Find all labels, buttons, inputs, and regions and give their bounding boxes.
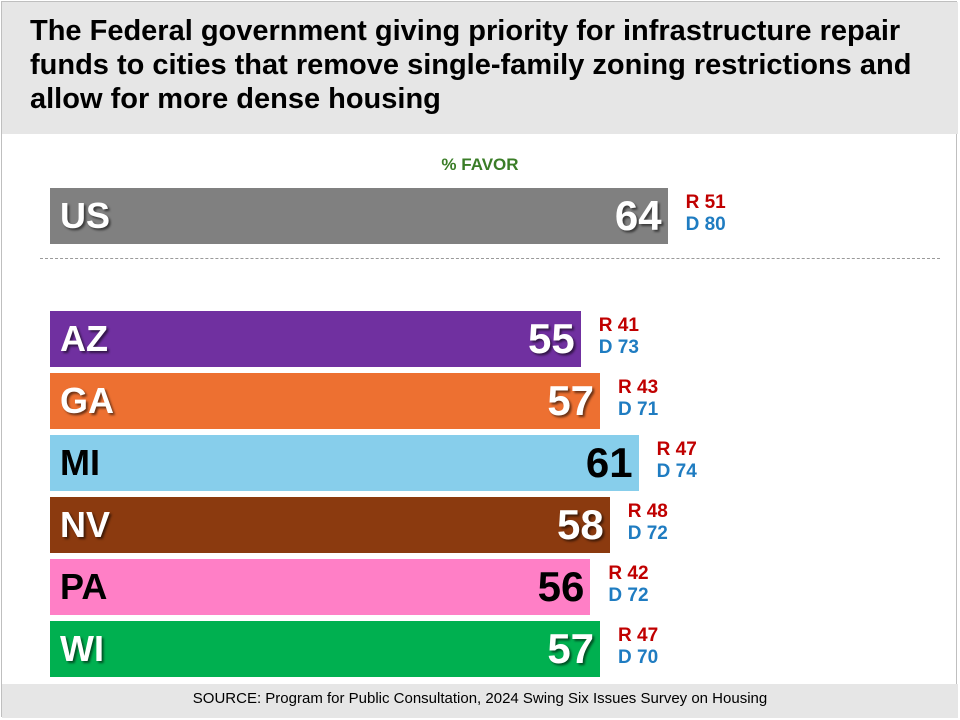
republican-value: R 41 (598, 315, 639, 336)
democrat-value: D 70 (618, 647, 659, 668)
party-breakdown: R 41 D 73 (599, 315, 639, 359)
party-breakdown: R 47 D 70 (618, 625, 658, 669)
bar-wi: WI 57 (50, 621, 601, 677)
bar-category-label: NV (60, 504, 111, 545)
party-breakdown: R 42 D 72 (608, 563, 648, 607)
party-breakdown: R 51 D 80 (686, 192, 726, 236)
bar-category-label: PA (60, 566, 108, 607)
republican-value: R 42 (608, 563, 649, 584)
source-banner (2, 684, 958, 718)
bar-category-label: WI (60, 628, 104, 669)
bar-value-label: 58 (556, 501, 604, 548)
republican-value: R 51 (685, 192, 726, 213)
bar-value-label: 56 (537, 563, 585, 610)
bar-az: AZ 55 (50, 311, 581, 367)
chart-subtitle: % FAVOR (441, 155, 519, 174)
bar-category-label: MI (60, 442, 100, 483)
source-note: SOURCE: Program for Public Consultation,… (192, 690, 768, 707)
party-breakdown: R 43 D 71 (618, 377, 658, 421)
democrat-value: D 71 (618, 399, 659, 420)
republican-value: R 43 (618, 377, 659, 398)
bar-ga: GA 57 (50, 373, 601, 429)
bar-pa: PA 56 (50, 559, 591, 615)
title-banner (2, 2, 958, 134)
democrat-value: D 72 (627, 523, 668, 544)
bar-category-label: AZ (60, 318, 108, 359)
bar-value-label: 64 (614, 192, 662, 239)
bar-category-label: GA (60, 380, 114, 421)
bar-value-label: 57 (547, 625, 595, 672)
bar-category-label: US (60, 195, 111, 236)
bar-us: US 64 (50, 188, 668, 244)
bar-value-label: 57 (547, 377, 595, 424)
democrat-value: D 74 (656, 461, 697, 482)
group-divider (40, 258, 940, 259)
republican-value: R 47 (656, 439, 697, 460)
republican-value: R 47 (618, 625, 659, 646)
republican-value: R 48 (627, 501, 668, 522)
bar-value-label: 55 (528, 315, 575, 362)
democrat-value: D 72 (608, 585, 649, 606)
bar-value-label: 61 (585, 439, 633, 486)
chart-title: The Federal government giving priority f… (30, 15, 912, 115)
democrat-value: D 73 (598, 337, 639, 358)
bar-mi: MI 61 (50, 435, 639, 491)
bar-nv: NV 58 (50, 497, 610, 553)
party-breakdown: R 48 D 72 (628, 501, 668, 545)
democrat-value: D 80 (685, 214, 726, 235)
party-breakdown: R 47 D 74 (657, 439, 697, 483)
